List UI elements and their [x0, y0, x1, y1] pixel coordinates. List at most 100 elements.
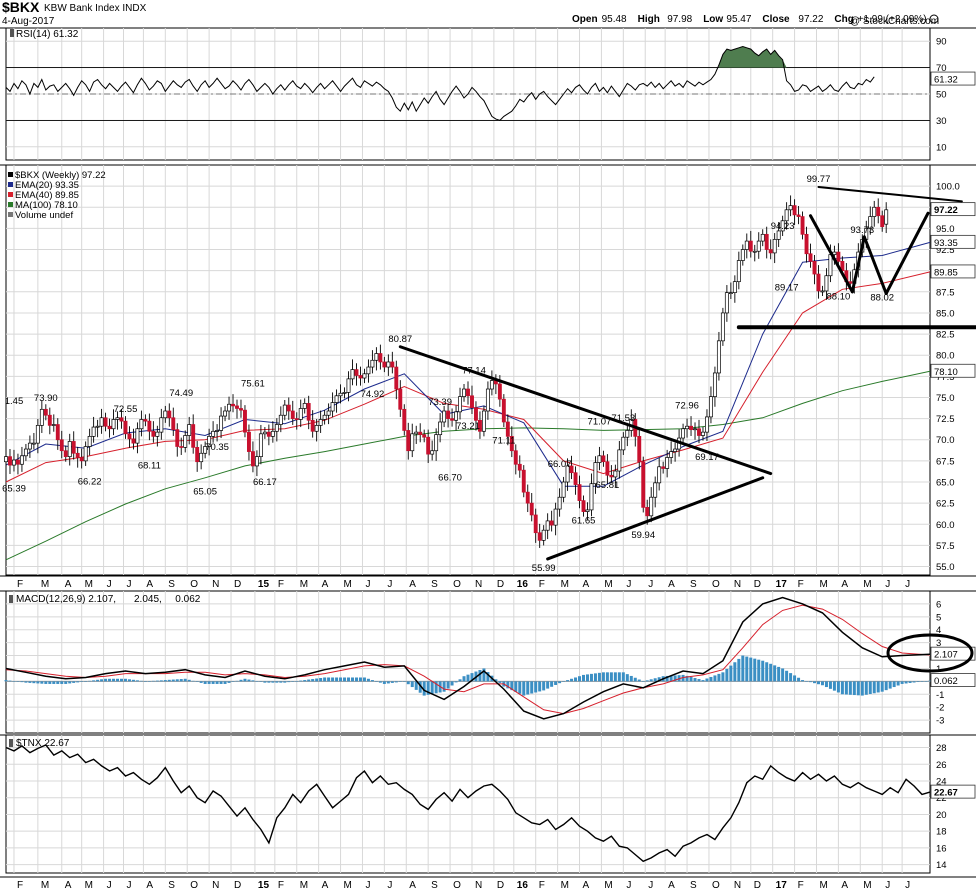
candle-body — [4, 456, 8, 463]
candle-body — [796, 214, 801, 217]
macd-hist-bar — [327, 677, 331, 682]
macd-hist-bar — [597, 672, 601, 682]
candle — [442, 405, 447, 428]
price-legend-entry: EMA(40) 89.85 — [15, 190, 79, 201]
macd-hist-bar — [40, 681, 44, 684]
x-axis-label: M — [344, 579, 352, 590]
chart-header: $BKX KBW Bank Index INDX 4-Aug-2017 @ St… — [2, 0, 939, 27]
candle-body — [529, 502, 534, 516]
tnx-tick-label: 18 — [936, 827, 947, 838]
price-annotation: 94.23 — [771, 221, 795, 232]
candle-body — [454, 411, 459, 421]
macd-hist-bar — [705, 678, 709, 682]
candle-body — [83, 446, 88, 462]
candle-body — [665, 457, 670, 469]
candle-body — [509, 436, 514, 452]
x-axis-label: F — [17, 880, 23, 891]
candle-body — [111, 419, 116, 430]
macd-hist-bar — [410, 681, 414, 688]
macd-hist-bar — [868, 681, 872, 695]
candle — [19, 446, 24, 472]
candle-body — [549, 520, 554, 526]
macd-hist-bar — [76, 681, 80, 683]
price-tick-label: 62.5 — [936, 499, 955, 510]
macd-hist-bar — [195, 681, 199, 682]
x-axis-label: A — [583, 579, 590, 590]
ohlc-value: 95.48 — [602, 14, 627, 25]
rsi-line — [5, 45, 875, 121]
macd-hist-bar — [207, 681, 211, 684]
macd-hist-bar — [538, 681, 542, 692]
macd-hist-bar — [840, 681, 844, 695]
candle-body — [816, 273, 821, 292]
macd-hist-bar — [179, 679, 183, 682]
x-axis-label: 15 — [258, 579, 270, 590]
macd-hist-bar — [418, 681, 422, 693]
x-axis-label: D — [754, 880, 761, 891]
price-annotation: 72.96 — [675, 401, 699, 412]
candle — [605, 454, 610, 485]
candle — [31, 432, 36, 450]
candle-body — [326, 410, 331, 416]
candle-body — [661, 466, 666, 469]
macd-hist-bar — [291, 681, 295, 682]
macd-badge-box — [930, 646, 976, 661]
candle — [693, 422, 697, 440]
candle-body — [27, 442, 32, 450]
rsi-last-badge-box — [930, 71, 976, 86]
candle — [239, 399, 243, 418]
candle-body — [481, 410, 486, 432]
candle-body — [585, 509, 590, 512]
macd-legend-entry: 2.045, — [134, 594, 162, 605]
candle — [641, 456, 646, 513]
x-axis-label: S — [690, 880, 697, 891]
candle — [286, 397, 291, 420]
candle-body — [199, 452, 204, 463]
ohlc-label: Open — [572, 14, 598, 25]
macd-hist-bar — [108, 678, 112, 682]
x-axis-label: D — [497, 579, 504, 590]
candle-body — [406, 430, 411, 452]
candle — [91, 416, 96, 443]
rsi-panel: 10 30 50 70 90 RSI(14) 61.32 61.32 — [0, 27, 976, 161]
candle-body — [525, 491, 530, 504]
macd-hist-bar — [100, 679, 104, 682]
macd-hist-bar — [271, 681, 275, 683]
candle — [346, 371, 351, 402]
candle-body — [374, 353, 379, 361]
candle — [294, 412, 299, 430]
x-axis-label: J — [648, 880, 653, 891]
candle — [649, 487, 654, 523]
candle — [597, 446, 602, 471]
candle — [131, 428, 136, 450]
candle — [47, 407, 52, 435]
macd-hist-bar — [725, 668, 729, 682]
x-axis-label: A — [322, 880, 329, 891]
candle-body — [243, 409, 247, 433]
candle-body — [47, 414, 52, 426]
candle — [529, 493, 534, 522]
candle — [784, 202, 789, 230]
candle-body — [282, 404, 287, 416]
candle-body — [123, 420, 128, 435]
candle-body — [589, 483, 594, 511]
candle — [589, 473, 594, 517]
candle-body — [366, 366, 371, 375]
macd-hist-bar — [558, 681, 562, 684]
candle-body — [744, 240, 749, 250]
candle — [203, 441, 208, 459]
trend-line — [850, 235, 866, 294]
candle-body — [876, 206, 881, 217]
x-axis-label: O — [453, 579, 461, 590]
macd-hist-bar — [331, 677, 335, 682]
x-axis-label: S — [431, 880, 438, 891]
candle — [258, 424, 263, 465]
macd-hist-bar — [80, 681, 84, 682]
candle — [51, 414, 56, 432]
candle — [155, 425, 160, 447]
tnx-panel: 14 16 18 20 22 24 26 28 $TNX 22.67 22.67 — [0, 734, 976, 874]
price-badge: 97.22 — [934, 205, 958, 216]
macd-hist-bar — [347, 677, 351, 682]
candle-body — [390, 361, 395, 368]
macd-hist-bar — [235, 680, 239, 682]
